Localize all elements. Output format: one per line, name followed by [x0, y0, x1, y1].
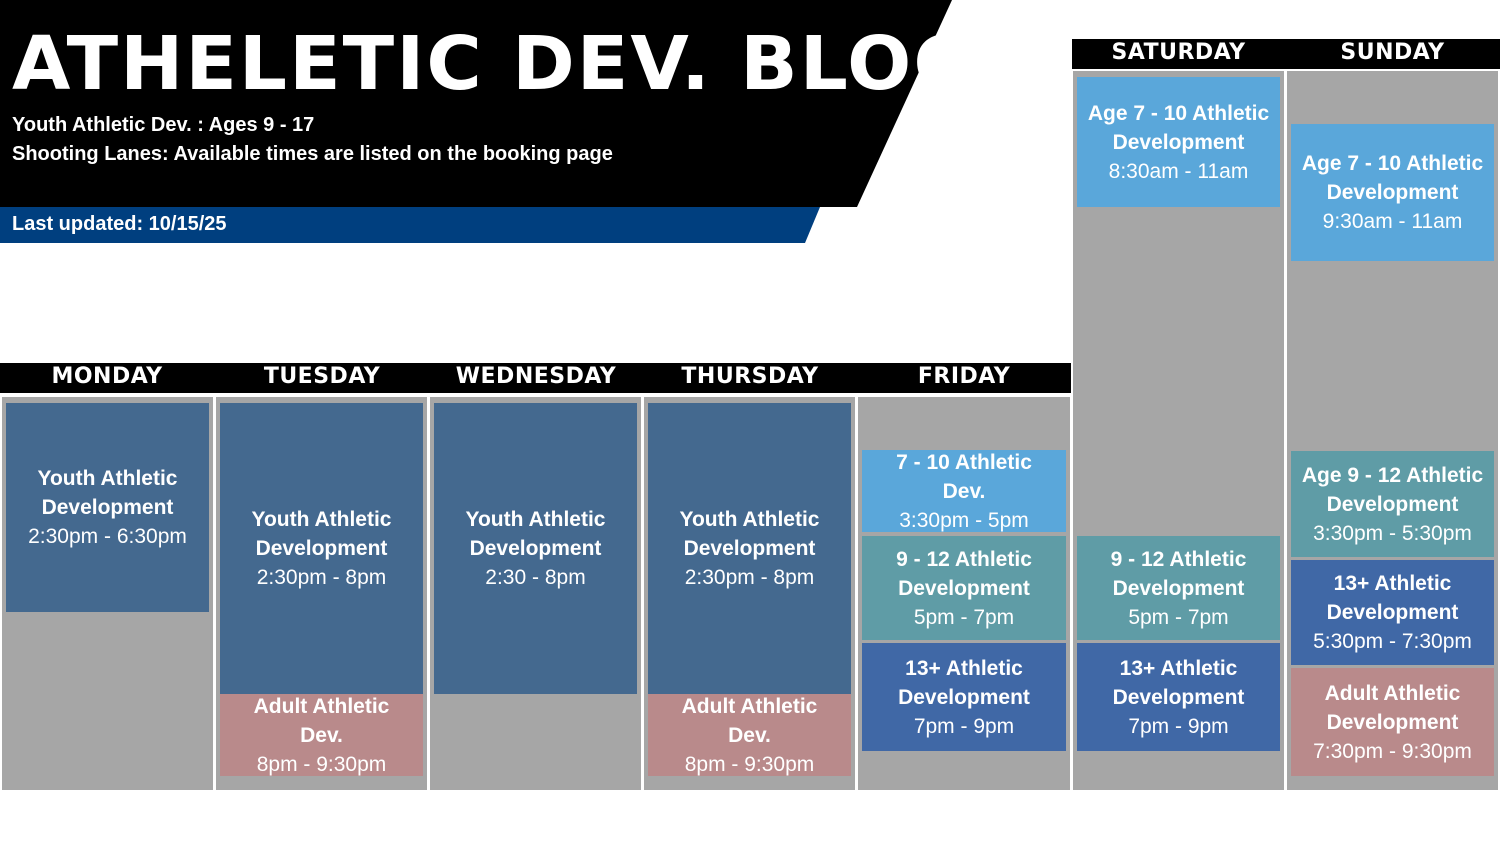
block-wednesday-youth: Youth Athletic Development 2:30 - 8pm	[434, 403, 637, 694]
block-tuesday-adult: Adult Athletic Dev. 8pm - 9:30pm	[220, 694, 423, 776]
block-time: 7:30pm - 9:30pm	[1313, 739, 1472, 763]
day-label-tuesday: TUESDAY	[263, 364, 381, 389]
day-label-thursday: THURSDAY	[681, 364, 819, 389]
block-time: 8pm - 9:30pm	[256, 752, 387, 776]
block-sunday-9-12: Age 9 - 12 Athletic Development 3:30pm -…	[1291, 451, 1494, 557]
block-sunday-adult: Adult Athletic Development 7:30pm - 9:30…	[1291, 668, 1494, 776]
block-title: Adult Athletic Development	[1324, 681, 1461, 734]
block-title: Age 9 - 12 Athletic Development	[1301, 463, 1484, 516]
block-time: 7pm - 9pm	[913, 714, 1015, 738]
block-time: 5pm - 7pm	[1128, 605, 1229, 629]
day-label-sunday: SUNDAY	[1340, 40, 1445, 65]
block-time: 2:30pm - 8pm	[256, 566, 387, 589]
block-title: Youth Athletic Development	[37, 467, 178, 519]
block-time: 3:30pm - 5pm	[899, 508, 1029, 532]
block-time: 2:30pm - 6:30pm	[28, 525, 187, 548]
block-title: Youth Athletic Development	[251, 508, 392, 560]
block-thursday-adult: Adult Athletic Dev. 8pm - 9:30pm	[648, 694, 851, 776]
day-label-saturday: SATURDAY	[1111, 40, 1246, 65]
block-saturday-7-10: Age 7 - 10 Athletic Development 8:30am -…	[1077, 77, 1280, 207]
block-time: 5pm - 7pm	[913, 605, 1015, 629]
weekend-header-bar: SATURDAY SUNDAY	[1072, 39, 1500, 69]
block-friday-7-10: 7 - 10 Athletic Dev. 3:30pm - 5pm	[862, 450, 1066, 532]
day-label-friday: FRIDAY	[917, 364, 1011, 389]
block-title: Age 7 - 10 Athletic Development	[1301, 152, 1484, 204]
block-saturday-13-plus: 13+ Athletic Development 7pm - 9pm	[1077, 643, 1280, 751]
block-time: 5:30pm - 7:30pm	[1313, 630, 1472, 653]
block-title: Adult Athletic Dev.	[253, 694, 390, 747]
subtitle-shooting-lanes: Shooting Lanes: Available times are list…	[12, 143, 613, 165]
block-time: 8pm - 9:30pm	[684, 752, 815, 776]
block-saturday-9-12: 9 - 12 Athletic Development 5pm - 7pm	[1077, 536, 1280, 640]
block-title: 9 - 12 Athletic Development	[1110, 547, 1247, 600]
block-time: 2:30 - 8pm	[485, 566, 586, 589]
block-title: 13+ Athletic Development	[1112, 656, 1245, 709]
block-time: 8:30am - 11am	[1108, 159, 1249, 183]
last-updated-text: Last updated: 10/15/25	[12, 213, 227, 235]
block-friday-13-plus: 13+ Athletic Development 7pm - 9pm	[862, 643, 1066, 751]
block-title: Youth Athletic Development	[679, 508, 820, 560]
block-time: 2:30pm - 8pm	[684, 566, 815, 589]
block-sunday-13-plus: 13+ Athletic Development 5:30pm - 7:30pm	[1291, 560, 1494, 665]
block-friday-9-12: 9 - 12 Athletic Development 5pm - 7pm	[862, 536, 1066, 640]
block-time: 3:30pm - 5:30pm	[1313, 521, 1472, 545]
page-title: ATHELETIC DEV. BLOCKS	[12, 21, 1088, 107]
weekday-header-bar: MONDAY TUESDAY WEDNESDAY THURSDAY FRIDAY	[0, 363, 1071, 393]
header-banner	[0, 0, 952, 207]
block-monday-youth: Youth Athletic Development 2:30pm - 6:30…	[6, 403, 209, 612]
block-title: 7 - 10 Athletic Dev.	[896, 450, 1032, 503]
updated-bar	[0, 207, 820, 243]
block-time: 7pm - 9pm	[1128, 714, 1229, 738]
block-title: Adult Athletic Dev.	[681, 694, 818, 747]
block-tuesday-youth: Youth Athletic Development 2:30pm - 8pm	[220, 403, 423, 694]
day-label-monday: MONDAY	[51, 364, 163, 389]
block-title: 13+ Athletic Development	[898, 656, 1030, 709]
block-title: Youth Athletic Development	[465, 508, 606, 560]
subtitle-ages: Youth Athletic Dev. : Ages 9 - 17	[12, 114, 315, 136]
block-title: Age 7 - 10 Athletic Development	[1087, 101, 1270, 154]
block-title: 9 - 12 Athletic Development	[896, 547, 1032, 600]
block-thursday-youth: Youth Athletic Development 2:30pm - 8pm	[648, 403, 851, 694]
block-time: 9:30am - 11am	[1322, 210, 1463, 233]
block-title: 13+ Athletic Development	[1326, 572, 1459, 624]
block-sunday-7-10: Age 7 - 10 Athletic Development 9:30am -…	[1291, 124, 1494, 261]
day-label-wednesday: WEDNESDAY	[455, 364, 617, 389]
